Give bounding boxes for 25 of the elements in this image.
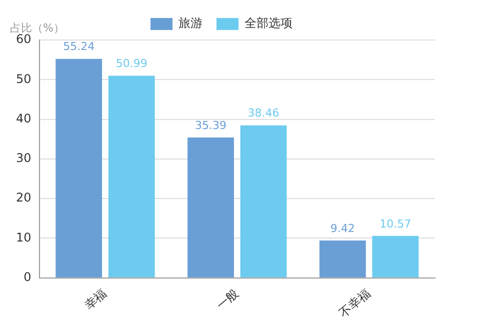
bar [240,125,287,278]
data-label: 35.39 [195,118,227,132]
data-label: 10.57 [380,217,412,230]
y-axis-title: 占比（%） [10,21,64,34]
bar [56,58,102,278]
y-tick-label: 40 [16,111,32,126]
y-tick-label: 0 [24,270,32,284]
legend-label: 全部选项 [244,16,292,30]
y-tick-label: 10 [16,230,32,244]
x-tick-label: 幸福 [82,286,110,312]
y-tick-label: 60 [16,32,32,46]
data-label: 9.42 [330,222,355,235]
bar [372,236,419,278]
bar [319,240,366,278]
x-tick-label: 一般 [214,286,242,312]
data-label: 55.24 [63,40,95,54]
x-tick-label: 不幸福 [336,286,373,320]
data-label: 38.46 [248,106,280,120]
y-tick-label: 20 [16,190,32,205]
y-tick-label: 50 [16,72,32,86]
y-tick-label: 30 [16,151,32,166]
bar [108,76,155,278]
bar [188,138,234,278]
legend-label: 旅游 [178,16,202,30]
data-label: 50.99 [116,57,148,70]
